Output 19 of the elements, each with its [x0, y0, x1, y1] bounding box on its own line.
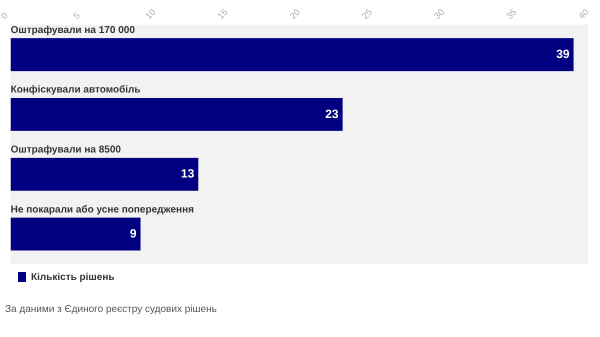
legend-label: Кількість рішень: [31, 272, 115, 283]
data-label: 23: [325, 106, 339, 121]
x-tick-label: 40: [576, 6, 591, 22]
x-tick-label: 15: [216, 6, 230, 22]
x-tick-label: 0: [0, 10, 10, 22]
text: За даними з Єдиного реєстру судових рішень: [5, 304, 217, 315]
y-tick-label: Оштрафували на 8500: [10, 144, 122, 156]
y-tick-label: Конфіскували автомобіль: [10, 84, 141, 96]
x-tick-label: 20: [288, 6, 302, 22]
y-tick-label: Оштрафували на 170 000: [10, 24, 136, 36]
x-tick-label: 30: [432, 6, 446, 22]
y-tick-label: Не покарали або усне попередження: [10, 204, 194, 216]
data-label: 39: [556, 46, 570, 61]
data-label: 9: [130, 226, 137, 240]
x-tick-label: 10: [143, 6, 158, 22]
x-tick-label: 5: [71, 10, 82, 22]
x-tick-label: 35: [504, 6, 518, 22]
x-tick-label: 25: [360, 6, 374, 22]
data-label: 13: [180, 166, 195, 181]
